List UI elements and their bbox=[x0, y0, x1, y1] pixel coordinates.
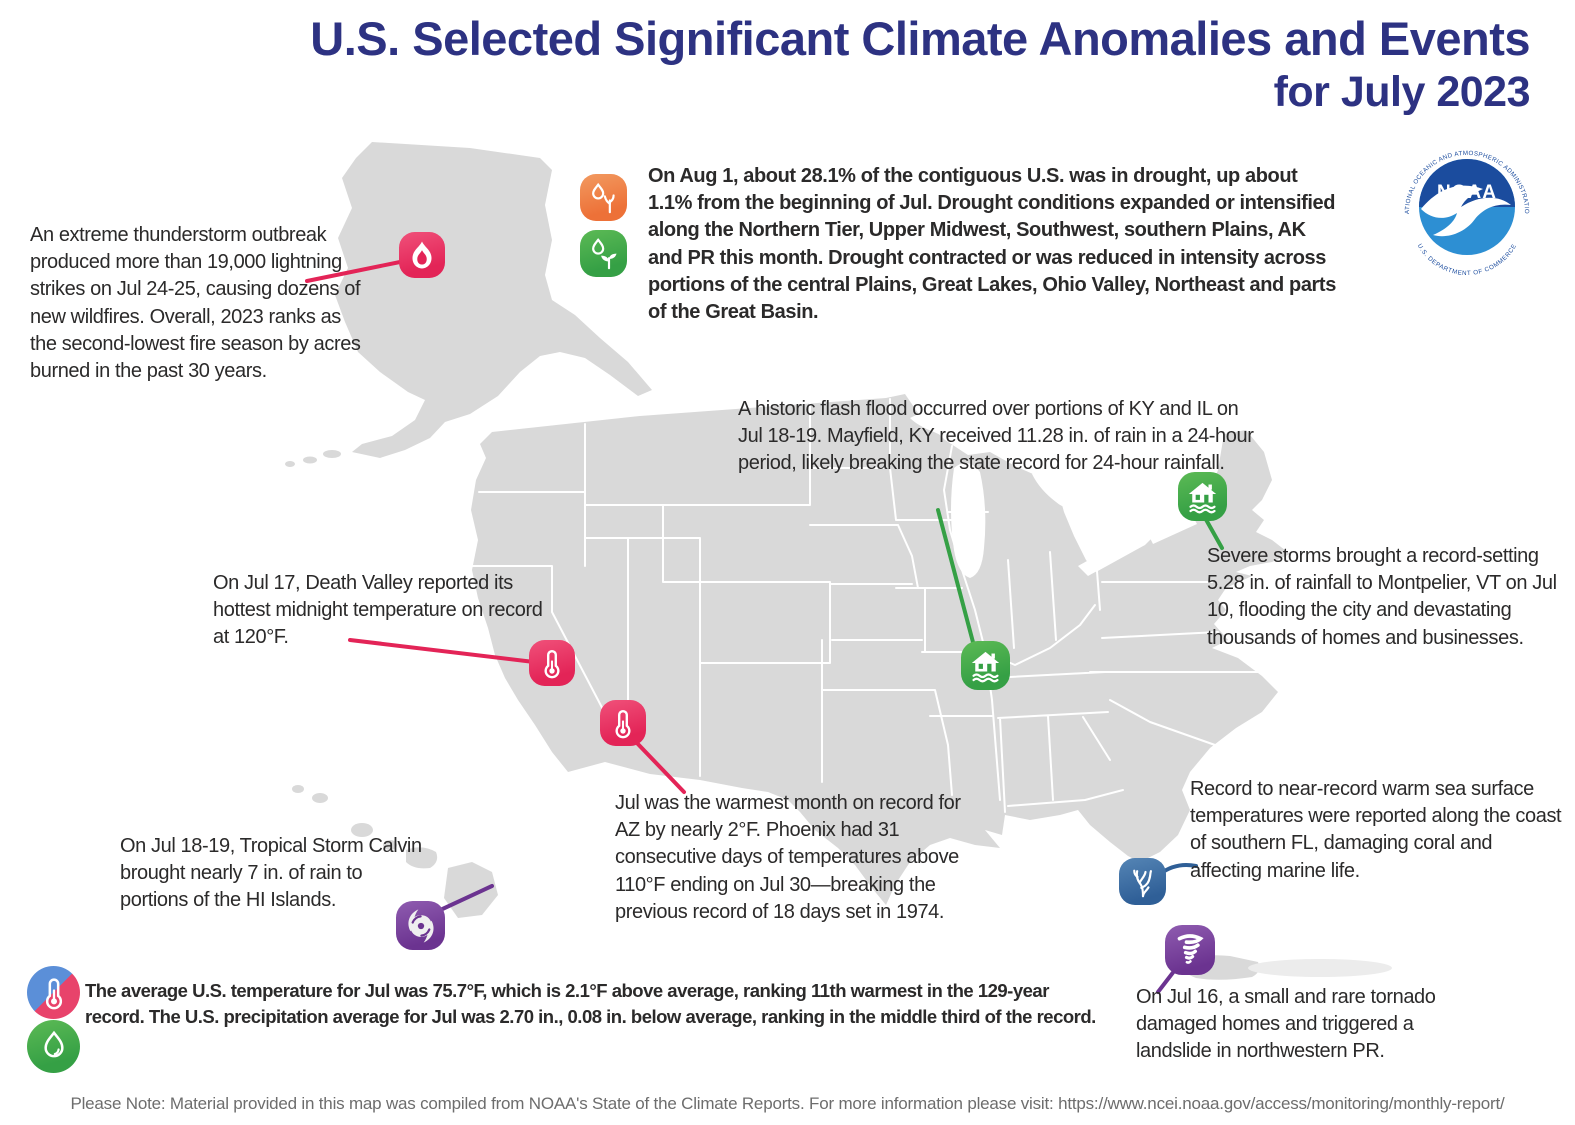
callout-death-valley-heat: On Jul 17, Death Valley reported its hot… bbox=[213, 572, 543, 649]
arizona-thermometer-icon bbox=[600, 700, 646, 746]
alaska-map bbox=[335, 142, 652, 458]
callout-alaska-wildfires: An extreme thunderstorm outbreak produce… bbox=[30, 224, 361, 382]
connector-hawaii bbox=[434, 884, 494, 914]
fire-icon bbox=[399, 232, 445, 278]
footer-note: Please Note: Material provided in this m… bbox=[70, 1094, 1505, 1113]
aleutian-island bbox=[323, 450, 341, 458]
island-shadow bbox=[1248, 959, 1392, 977]
callout-fl-sea-surface: Record to near-record warm sea surface t… bbox=[1190, 778, 1562, 882]
callout-pr-tornado: On Jul 16, a small and rare tornado dama… bbox=[1136, 986, 1436, 1063]
kentucky-flood-icon bbox=[961, 641, 1010, 690]
avg-precipitation-icon bbox=[27, 1020, 80, 1073]
connector-vermont bbox=[1202, 514, 1224, 550]
drought-relief-icon bbox=[580, 230, 627, 277]
callout-az-heat: Jul was the warmest month on record for … bbox=[615, 792, 961, 923]
vermont-flood-icon bbox=[1178, 472, 1227, 521]
title-line2: for July 2023 bbox=[1273, 67, 1531, 116]
noaa-gull-icon bbox=[1421, 185, 1511, 237]
tornado-icon bbox=[1165, 925, 1215, 975]
page-title: U.S. Selected Significant Climate Anomal… bbox=[0, 12, 1531, 116]
connector-arizona bbox=[634, 740, 686, 794]
great-lakes bbox=[910, 405, 1197, 578]
callout-vt-flooding: Severe storms brought a record-setting 5… bbox=[1207, 545, 1557, 649]
coral-icon bbox=[1119, 858, 1166, 905]
aleutian-island bbox=[285, 461, 295, 467]
national-summary-text: The average U.S. temperature for Jul was… bbox=[85, 980, 1096, 1028]
callout-hi-tropical-storm: On Jul 18-19, Tropical Storm Calvin brou… bbox=[120, 835, 422, 912]
avg-temperature-icon bbox=[27, 966, 80, 1019]
title-line1: U.S. Selected Significant Climate Anomal… bbox=[310, 12, 1530, 65]
noaa-acronym: NOAA bbox=[1437, 182, 1497, 203]
callout-ky-flash-flood: A historic flash flood occurred over por… bbox=[738, 398, 1254, 475]
callout-drought: On Aug 1, about 28.1% of the contiguous … bbox=[648, 165, 1336, 323]
connector-death-valley bbox=[348, 638, 536, 664]
drought-dry-icon bbox=[580, 174, 627, 221]
connector-alaska bbox=[305, 260, 402, 283]
conus-map bbox=[471, 394, 1290, 905]
aleutian-island bbox=[303, 456, 317, 464]
death-valley-thermometer-icon bbox=[529, 640, 575, 686]
connector-kentucky bbox=[936, 508, 976, 648]
hurricane-icon bbox=[396, 901, 445, 950]
hawaii-islands bbox=[292, 785, 498, 918]
noaa-logo: NOAA NATIONAL OCEANIC AND ATMOSPHERIC AD… bbox=[1398, 141, 1530, 277]
